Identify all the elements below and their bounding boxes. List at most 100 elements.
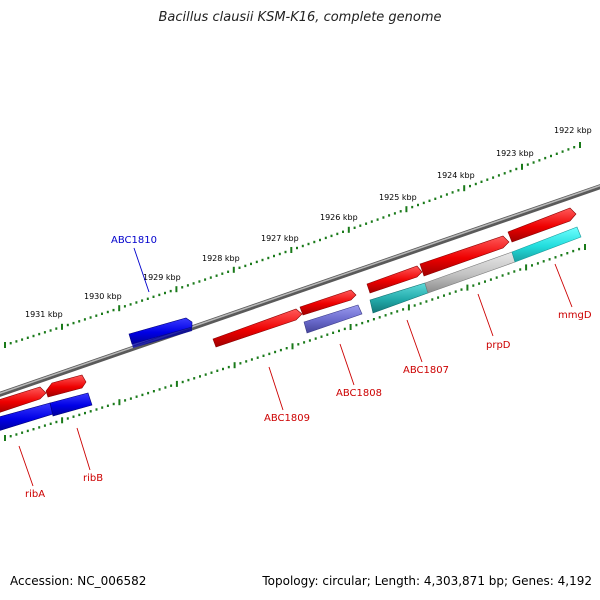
minor-tick (141, 393, 144, 397)
minor-tick (486, 178, 489, 181)
major-tick (584, 244, 586, 250)
minor-tick (513, 270, 516, 273)
minor-tick (560, 254, 563, 257)
minor-tick (72, 321, 75, 325)
minor-tick (204, 278, 207, 281)
minor-tick (443, 294, 445, 297)
minor-tick (78, 413, 81, 417)
minor-tick (411, 205, 414, 209)
gene-mmgD-top-arrow[interactable] (507, 207, 577, 243)
minor-tick (422, 201, 425, 205)
minor-tick (319, 238, 321, 242)
major-tick (232, 266, 235, 273)
gene-leader-lines (18, 247, 573, 487)
minor-tick (538, 159, 541, 162)
minor-tick (370, 220, 373, 223)
scale-label: 1925 kbp (379, 193, 417, 202)
minor-tick (544, 156, 547, 160)
minor-tick (561, 150, 564, 153)
minor-tick (578, 247, 581, 251)
minor-tick (573, 146, 576, 149)
minor-tick (474, 182, 477, 186)
leader-ribB (76, 427, 91, 471)
gene-ABC1808-top-arrow[interactable] (299, 289, 357, 316)
backbone (0, 184, 600, 397)
minor-tick (221, 272, 224, 275)
major-tick (175, 286, 178, 293)
minor-tick (181, 286, 184, 289)
minor-tick (566, 252, 569, 255)
minor-tick (38, 332, 41, 336)
minor-tick (135, 395, 138, 398)
gene-prpD-top-arrow[interactable] (419, 235, 510, 277)
minor-tick (255, 260, 258, 264)
minor-tick (262, 354, 265, 357)
minor-tick (515, 167, 518, 171)
minor-tick (66, 323, 69, 327)
leader-ABC1808 (339, 343, 355, 386)
minor-tick (123, 305, 126, 308)
minor-tick (434, 197, 437, 200)
minor-tick (314, 337, 317, 340)
leader-ribA (18, 445, 34, 487)
gene-ABC1809-arrow[interactable] (212, 308, 303, 348)
minor-tick (95, 314, 98, 317)
scale-label: 1924 kbp (437, 171, 475, 180)
minor-tick (170, 384, 173, 387)
minor-tick (519, 268, 522, 271)
major-tick (4, 435, 6, 441)
minor-tick (256, 356, 259, 359)
minor-tick (567, 148, 570, 151)
minor-tick (303, 341, 306, 344)
scale-label: 1922 kbp (554, 126, 592, 135)
minor-tick (95, 408, 98, 411)
minor-tick (308, 339, 311, 342)
minor-tick (55, 327, 58, 330)
gene-ABC1807-top-arrow[interactable] (366, 265, 423, 294)
minor-tick (390, 312, 393, 315)
minor-tick (193, 377, 196, 380)
major-tick (118, 399, 121, 406)
minor-tick (238, 266, 241, 269)
gene-ribB-top-arrow[interactable] (45, 374, 87, 398)
major-tick (407, 304, 410, 311)
minor-tick (548, 258, 551, 261)
gene-ABC1810[interactable] (128, 317, 193, 348)
major-tick (291, 343, 294, 350)
scale-label: 1931 kbp (25, 310, 63, 319)
minor-tick (49, 329, 52, 332)
minor-tick (285, 347, 288, 350)
gene-ribA-top-arrow[interactable] (0, 386, 47, 414)
scale-label: 1930 kbp (84, 292, 122, 301)
minor-tick (244, 264, 247, 268)
major-tick (521, 163, 523, 170)
gene-ABC1808-bar[interactable] (303, 304, 363, 334)
minor-tick (572, 249, 575, 253)
gene-mmgD-bar[interactable] (511, 226, 582, 263)
minor-tick (215, 274, 218, 277)
minor-tick (147, 391, 150, 395)
minor-tick (526, 163, 529, 166)
minor-tick (106, 404, 109, 407)
minor-tick (129, 303, 132, 306)
minor-tick (279, 348, 282, 352)
scale-label: 1927 kbp (261, 234, 299, 243)
scale-label: 1926 kbp (320, 213, 358, 222)
major-tick (61, 323, 63, 330)
minor-tick (274, 350, 277, 354)
minor-tick (124, 399, 127, 402)
minor-tick (507, 272, 510, 275)
minor-tick (21, 431, 24, 434)
minor-tick (101, 312, 103, 315)
minor-tick (296, 246, 298, 250)
minor-tick (55, 420, 58, 424)
minor-tick (353, 226, 356, 229)
minor-tick (89, 410, 92, 413)
gene-ribB-bar[interactable] (49, 392, 93, 417)
accession-text: Accession: NC_006582 (10, 574, 147, 588)
minor-tick (460, 288, 463, 291)
major-tick (290, 247, 293, 253)
minor-tick (451, 191, 454, 194)
major-tick (175, 380, 178, 387)
